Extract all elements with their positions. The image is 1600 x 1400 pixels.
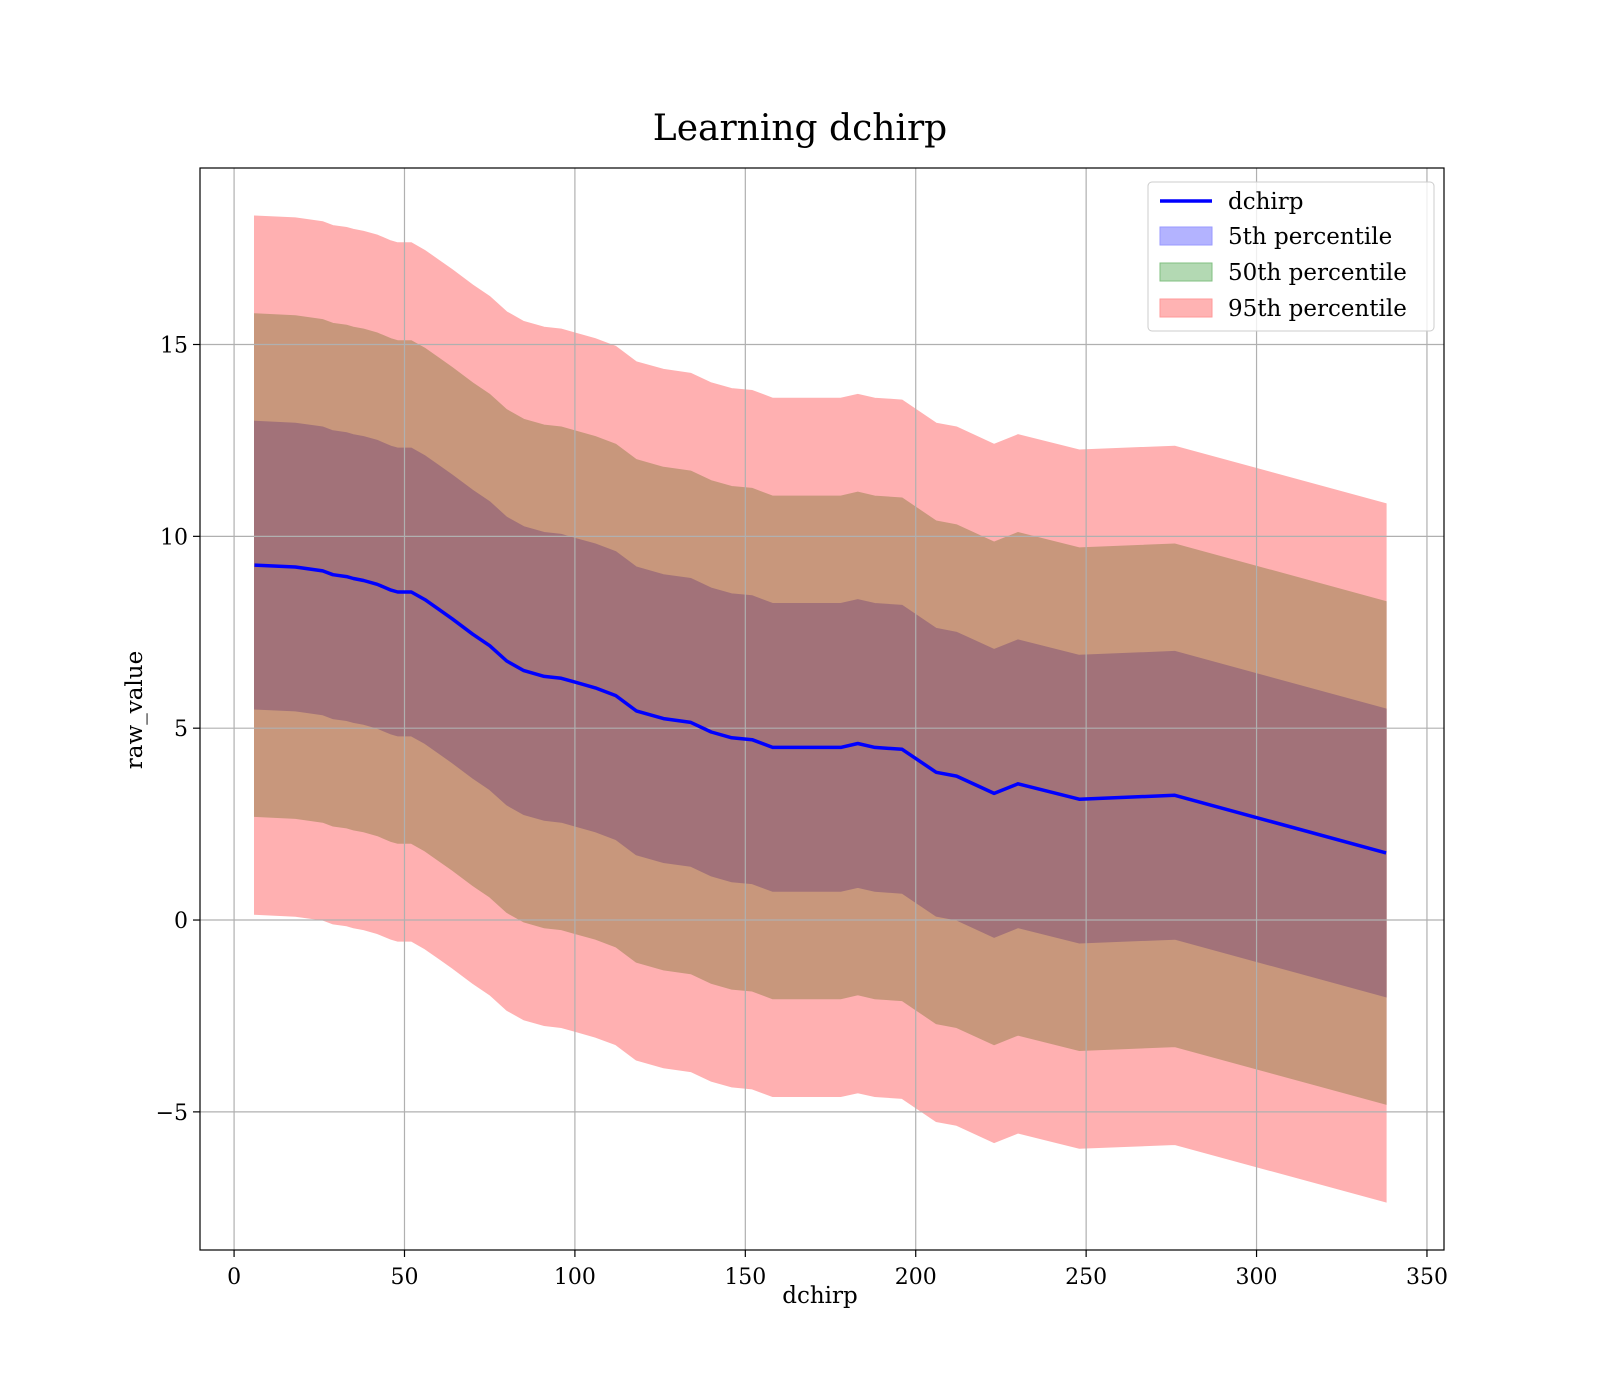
x-tick-label: 300 <box>1236 1265 1278 1290</box>
y-tick-label: 15 <box>160 333 188 358</box>
y-tick-label: 5 <box>174 717 188 742</box>
x-axis-ticks: 0 50 100 150 200 250 300 350 <box>227 1250 1448 1290</box>
y-axis-ticks: −5 0 5 10 15 <box>156 333 200 1126</box>
x-tick-label: 50 <box>390 1265 418 1290</box>
legend-label-5th-percentile: 5th percentile <box>1228 224 1392 250</box>
y-axis-label: raw_value <box>122 651 148 769</box>
legend-label-50th-percentile: 50th percentile <box>1228 260 1407 286</box>
band-5th-percentile <box>254 420 1387 998</box>
y-tick-label: 10 <box>160 525 188 550</box>
series-line-dchirp <box>254 563 1387 855</box>
gridlines <box>200 168 1444 1250</box>
legend-swatch-50th-percentile <box>1159 262 1213 282</box>
x-tick-label: 350 <box>1406 1265 1448 1290</box>
legend-box <box>1147 181 1435 332</box>
legend: dchirp 5th percentile 50th percentile 95… <box>1147 181 1435 332</box>
legend-label-dchirp: dchirp <box>1228 189 1304 215</box>
legend-label-95th-percentile: 95th percentile <box>1228 296 1407 322</box>
legend-swatch-5th-percentile <box>1159 226 1213 246</box>
x-tick-label: 100 <box>554 1265 596 1290</box>
x-tick-label: 0 <box>227 1265 241 1290</box>
legend-swatch-95th-percentile <box>1159 298 1213 318</box>
percentile-bands <box>254 215 1387 1203</box>
plot-area <box>199 167 1445 1251</box>
chart-title: Learning dchirp <box>653 108 947 149</box>
axes-frame <box>199 167 1445 1251</box>
x-tick-label: 150 <box>724 1265 766 1290</box>
y-tick-label: −5 <box>156 1101 188 1126</box>
x-tick-label: 250 <box>1065 1265 1107 1290</box>
y-tick-label: 0 <box>174 909 188 934</box>
x-tick-label: 200 <box>895 1265 937 1290</box>
x-axis-label: dchirp <box>782 1283 858 1309</box>
